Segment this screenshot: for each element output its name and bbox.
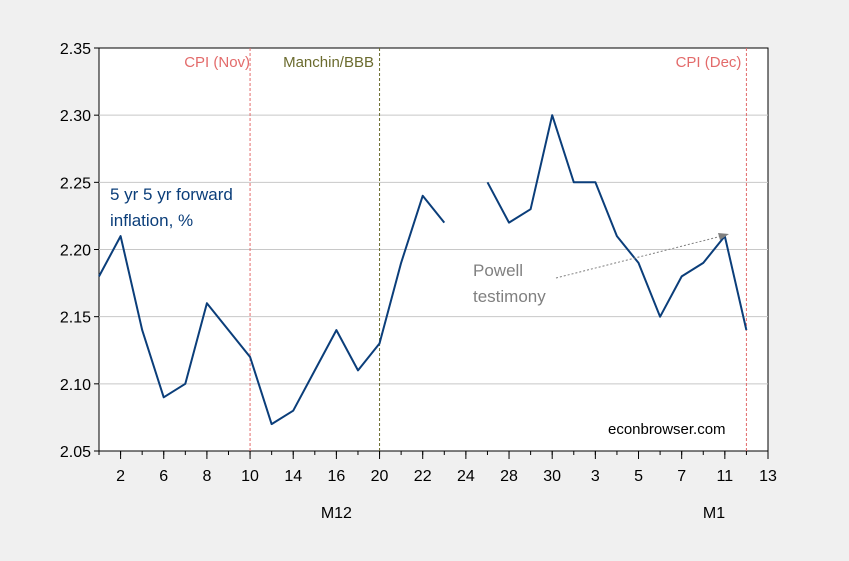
x-tick-label: 2 [116,468,125,485]
month-label: M1 [703,505,725,522]
x-tick-label: 5 [634,468,643,485]
annotation-line-1: Powell [473,261,523,280]
series-label-line-2: inflation, % [110,211,193,230]
x-tick-label: 24 [457,468,475,485]
series-label-line-1: 5 yr 5 yr forward [110,185,233,204]
watermark: econbrowser.com [608,421,726,438]
series-group [98,114,748,426]
annotation-line-2: testimony [473,287,546,306]
x-tick-label: 30 [543,468,561,485]
y-tick-label: 2.20 [60,243,91,260]
month-label: M12 [321,505,352,522]
gridlines [99,114,768,385]
x-tick-label: 22 [414,468,432,485]
y-tick-label: 2.25 [60,175,91,192]
x-tick-label: 6 [159,468,168,485]
x-tick-label: 16 [327,468,345,485]
y-tick-label: 2.10 [60,377,91,394]
x-tick-label: 13 [759,468,777,485]
series-line [98,194,446,426]
y-tick-label: 2.05 [60,444,91,461]
series-line [486,114,748,331]
x-tick-label: 8 [202,468,211,485]
x-tick-label: 10 [241,468,259,485]
x-tick-label: 11 [717,468,734,485]
event-label: CPI (Dec) [676,54,742,71]
y-tick-label: 2.35 [60,41,91,58]
x-axis: 2 6 8 10 14 16 20 22 24 28 30 3 5 7 11 13 M12 M1 [98,451,777,522]
y-tick-label: 2.30 [60,108,91,125]
annotation-arrowhead [718,233,729,240]
x-tick-label: 14 [284,468,302,485]
x-tick-label: 28 [500,468,518,485]
event-lines: CPI (Nov) Manchin/BBB CPI (Dec) [184,48,747,451]
event-label: CPI (Nov) [184,54,250,71]
y-tick-label: 2.15 [60,310,91,327]
y-axis: 2.05 2.10 2.15 2.20 2.25 2.30 2.35 [60,41,99,461]
annotation-arrow [555,235,723,279]
x-tick-label: 7 [677,468,686,485]
x-tick-label: 20 [371,468,389,485]
event-label: Manchin/BBB [283,54,374,71]
x-tick-label: 3 [591,468,600,485]
